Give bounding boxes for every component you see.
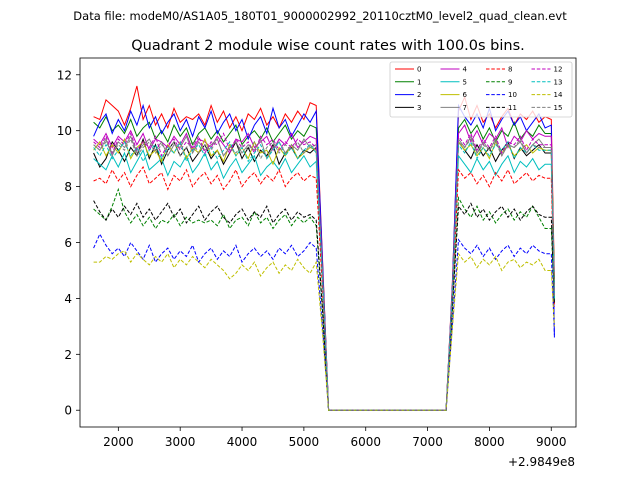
x-tick-label: 2000 — [103, 435, 134, 449]
y-tick-label: 4 — [64, 292, 72, 306]
legend-label-3: 3 — [417, 104, 421, 112]
x-tick-label: 6000 — [350, 435, 381, 449]
y-tick-label: 6 — [64, 236, 72, 250]
plot-area — [80, 58, 576, 427]
y-tick-label: 12 — [57, 68, 72, 82]
chart-suptitle: Data file: modeM0/AS1A05_180T01_90000029… — [73, 9, 567, 23]
legend-label-4: 4 — [463, 66, 468, 74]
x-offset-label: +2.9849e8 — [508, 455, 575, 469]
legend-label-0: 0 — [417, 66, 421, 74]
legend-label-15: 15 — [554, 104, 563, 112]
series-line-12 — [93, 132, 555, 411]
legend-label-11: 11 — [508, 104, 517, 112]
legend-label-14: 14 — [554, 91, 563, 99]
series-line-14 — [93, 250, 555, 411]
x-tick-label: 7000 — [412, 435, 443, 449]
legend-label-12: 12 — [554, 66, 563, 74]
series-line-10 — [93, 232, 555, 411]
series-lines — [93, 85, 555, 411]
x-tick-label: 9000 — [536, 435, 567, 449]
series-line-9 — [93, 187, 555, 411]
axes: 2000 3000 4000 5000 6000 7000 8000 900002468101… — [57, 68, 567, 449]
legend-label-9: 9 — [508, 78, 512, 86]
x-tick-label: 8000 — [474, 435, 505, 449]
plot-frame — [79, 57, 577, 428]
y-tick-label: 8 — [64, 180, 72, 194]
series-line-11 — [93, 200, 555, 411]
y-tick-label: 2 — [64, 348, 72, 362]
series-line-8 — [93, 165, 555, 411]
x-tick-label: 5000 — [289, 435, 320, 449]
legend-box — [389, 61, 573, 118]
legend-label-13: 13 — [554, 78, 563, 86]
y-tick-label: 0 — [64, 404, 72, 418]
legend-label-2: 2 — [417, 91, 421, 99]
legend-label-10: 10 — [508, 91, 517, 99]
legend-label-5: 5 — [463, 78, 467, 86]
series-line-15 — [93, 137, 555, 411]
legend-label-7: 7 — [463, 104, 467, 112]
chart-title: Quadrant 2 module wise count rates with … — [131, 38, 525, 54]
x-tick-label: 3000 — [165, 435, 196, 449]
legend-label-8: 8 — [508, 66, 512, 74]
legend-label-1: 1 — [417, 78, 421, 86]
x-tick-label: 4000 — [227, 435, 258, 449]
legend-label-6: 6 — [463, 91, 468, 99]
y-tick-label: 10 — [57, 124, 72, 138]
